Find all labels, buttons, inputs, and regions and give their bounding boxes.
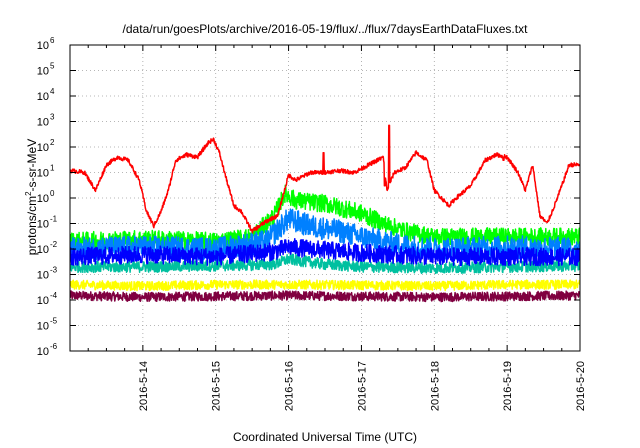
y-tick-label-base: 10 (37, 244, 49, 256)
plot-frame (69, 44, 581, 352)
x-tick-label: 2016-5-16 (284, 361, 296, 411)
y-tick-label: 10 (37, 219, 49, 231)
y-axis-label-prefix: protons/cm (25, 196, 39, 255)
y-tick-label: 10 (37, 91, 49, 103)
y-tick-label-exp: 4 (50, 87, 55, 96)
x-tick-labels: 2016-5-14 2016-5-15 2016-5-16 2016-5-17 2016… (138, 361, 587, 411)
y-tick-label: 10 (37, 295, 49, 307)
y-tick-label-base: 10 (37, 295, 49, 307)
y-tick-label-base: 10 (37, 346, 49, 358)
y-tick-label: 10 (37, 321, 49, 333)
y-tick-label-base: 10 (37, 117, 49, 129)
y-tick-label-exp: -2 (50, 240, 58, 249)
series-group (70, 124, 580, 303)
y-tick-label: 10 (37, 168, 49, 180)
y-tick-label: 10 (37, 66, 49, 78)
y-tick-label-exp: -3 (50, 266, 58, 275)
y-tick-label-exp: 1 (50, 164, 55, 173)
x-axis-label: Coordinated Universal Time (UTC) (233, 430, 417, 444)
y-tick-label-base: 10 (37, 168, 49, 180)
y-tick-label-base: 10 (37, 91, 49, 103)
flux-series-line (70, 238, 580, 267)
y-axis-label-sup: 2 (24, 191, 33, 196)
y-tick-label-exp: -4 (50, 291, 58, 300)
y-tick-label-exp: 2 (50, 138, 55, 147)
y-tick-label-exp: 3 (50, 113, 55, 122)
y-tick-label-exp: -1 (50, 215, 58, 224)
y-tick-label: 10 (37, 40, 49, 52)
y-tick-label-exp: -6 (50, 342, 58, 351)
y-tick-label-exp: -5 (50, 317, 58, 326)
y-tick-label: 10 (37, 142, 49, 154)
x-tick-label: 2016-5-18 (429, 361, 441, 411)
y-tick-label-base: 10 (37, 321, 49, 333)
y-tick-label: 10 (37, 117, 49, 129)
y-tick-label: 10 (37, 346, 49, 358)
y-tick-label-base: 10 (37, 270, 49, 282)
x-tick-label: 2016-5-17 (356, 361, 368, 411)
y-tick-label-base: 10 (37, 66, 49, 78)
y-axis-label-suffix: -s-sr-MeV (25, 139, 39, 192)
x-tick-label: 2016-5-19 (502, 361, 514, 411)
chart-title: /data/run/goesPlots/archive/2016-05-19/f… (123, 22, 529, 36)
y-tick-label-base: 10 (37, 40, 49, 52)
y-tick-labels: 10 -610 -510 -410 -310 -210 -110 010 110 210 310 41… (37, 36, 58, 358)
flux-series-line (70, 184, 580, 251)
y-tick-label-base: 10 (37, 219, 49, 231)
x-tick-label: 2016-5-15 (211, 361, 223, 411)
y-tick-label: 10 (37, 270, 49, 282)
y-tick-label-base: 10 (37, 142, 49, 154)
y-tick-label-exp: 5 (50, 62, 55, 71)
flux-series-line (70, 124, 580, 234)
axes (69, 44, 581, 352)
y-tick-label: 10 (37, 193, 49, 205)
y-axis-label: protons/cm2-s-sr-MeV (24, 139, 39, 255)
y-tick-label-exp: 0 (50, 189, 55, 198)
flux-series-line (70, 279, 580, 292)
y-tick-label-base: 10 (37, 193, 49, 205)
flux-series-line (70, 208, 580, 261)
x-tick-label: 2016-5-20 (575, 361, 587, 411)
x-tick-label: 2016-5-14 (138, 361, 150, 411)
y-tick-label-exp: 6 (50, 36, 55, 45)
flux-series-line (70, 290, 580, 303)
y-tick-label: 10 (37, 244, 49, 256)
